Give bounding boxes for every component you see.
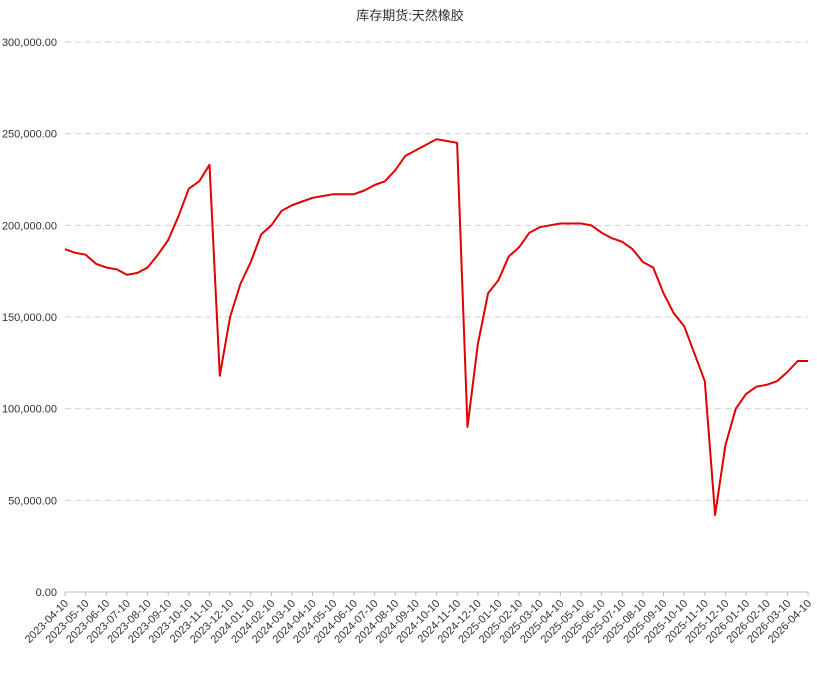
data-line [64,138,808,516]
y-tick-label: 0.00 [36,587,57,599]
chart-title: 库存期货:天然橡胶 [356,8,464,23]
y-tick-label: 100,000.00 [2,404,57,416]
y-tick-label: 150,000.00 [2,312,57,324]
y-tick-label: 50,000.00 [8,495,57,507]
y-tick-label: 250,000.00 [2,129,57,141]
y-tick-label: 300,000.00 [2,37,57,49]
y-tick-label: 200,000.00 [2,220,57,232]
